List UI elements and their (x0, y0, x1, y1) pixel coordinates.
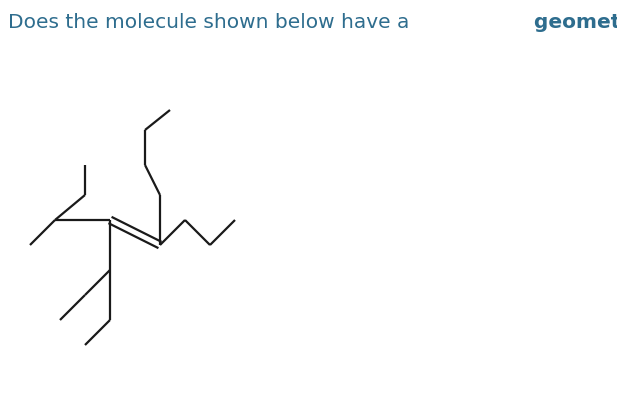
Text: geometric isomer: geometric isomer (534, 12, 617, 31)
Text: Does the molecule shown below have a: Does the molecule shown below have a (8, 12, 416, 31)
